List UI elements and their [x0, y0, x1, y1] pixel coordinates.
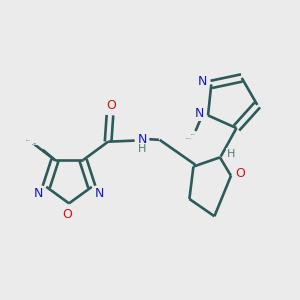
- Text: O: O: [62, 208, 72, 221]
- Text: N: N: [95, 187, 105, 200]
- Text: N: N: [195, 107, 205, 120]
- Text: O: O: [236, 167, 245, 180]
- Text: methyl_n: methyl_n: [186, 137, 193, 139]
- Text: N: N: [197, 75, 207, 88]
- Text: H: H: [227, 149, 235, 159]
- Text: methyl: methyl: [191, 134, 196, 135]
- Text: N: N: [34, 187, 43, 200]
- Text: methyl: methyl: [26, 140, 31, 141]
- Text: H: H: [138, 144, 146, 154]
- Text: methyl: methyl: [32, 144, 37, 145]
- Text: O: O: [106, 99, 116, 112]
- Text: N: N: [137, 133, 147, 146]
